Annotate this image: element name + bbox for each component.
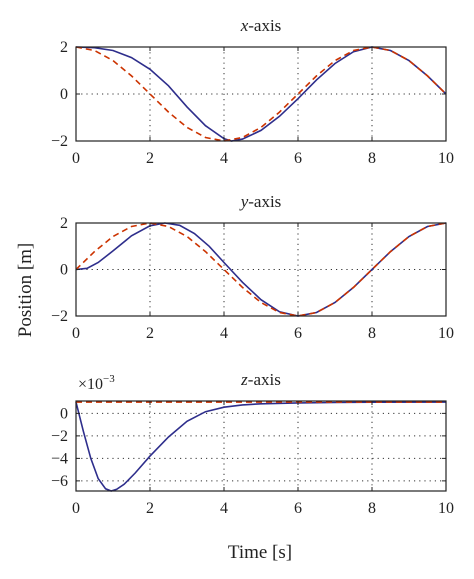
plot-frame [75,222,447,317]
x-tick-label: 0 [72,325,80,342]
y-tick-label: −2 [51,133,68,150]
y-tick-label: 2 [60,215,68,232]
x-tick-label: 6 [294,500,302,517]
y-axis-label: Position [m] [15,243,36,337]
x-tick-label: 2 [146,325,154,342]
y-tick-label: −2 [51,428,68,445]
axis-multiplier-exponent: −3 [103,373,115,385]
y-tick-label: 0 [60,86,68,103]
x-tick-label: 0 [72,500,80,517]
x-tick-label: 4 [220,500,228,517]
y-tick-label: −6 [51,473,68,490]
series-line-solid [75,401,447,492]
series-line-dashed [75,222,447,317]
plot-frame [75,400,447,492]
x-tick-label: 8 [368,500,376,517]
chart-title-axis-letter: z [240,370,248,389]
y-tick-label: 2 [60,39,68,56]
x-tick-label: 6 [294,325,302,342]
subplot-3: 0 2 4 6 8 10 0 −2 −4 −6 z-axis ×10−3 [51,370,454,517]
plot-frame [75,46,447,142]
x-tick-label: 2 [146,500,154,517]
y-tick-label: −2 [51,308,68,325]
x-tick-label: 10 [438,325,454,342]
chart-title-axis-letter: y [239,192,249,211]
axis-multiplier: ×10−3 [78,373,115,393]
x-tick-label: 10 [438,150,454,167]
series-line-dashed [75,46,447,142]
x-tick-label: 4 [220,325,228,342]
x-tick-label: 0 [72,150,80,167]
y-tick-label: 0 [60,262,68,279]
series-line-solid [75,46,447,142]
chart-title-suffix: -axis [248,16,281,35]
y-tick-label: −4 [51,450,68,467]
chart-title-suffix: -axis [248,370,281,389]
x-tick-label: 4 [220,150,228,167]
chart-title: x-axis [240,16,282,35]
series-line-solid [75,222,447,317]
x-tick-label: 10 [438,500,454,517]
x-tick-label: 2 [146,150,154,167]
axis-multiplier-base: ×10 [78,376,103,393]
chart-title-suffix: -axis [248,192,281,211]
x-tick-label: 8 [368,150,376,167]
x-tick-label: 6 [294,150,302,167]
y-tick-label: 0 [60,405,68,422]
chart-title: z-axis [240,370,281,389]
chart-title-axis-letter: x [240,16,249,35]
x-tick-label: 8 [368,325,376,342]
x-axis-label: Time [s] [228,542,292,563]
chart-title: y-axis [239,192,282,211]
